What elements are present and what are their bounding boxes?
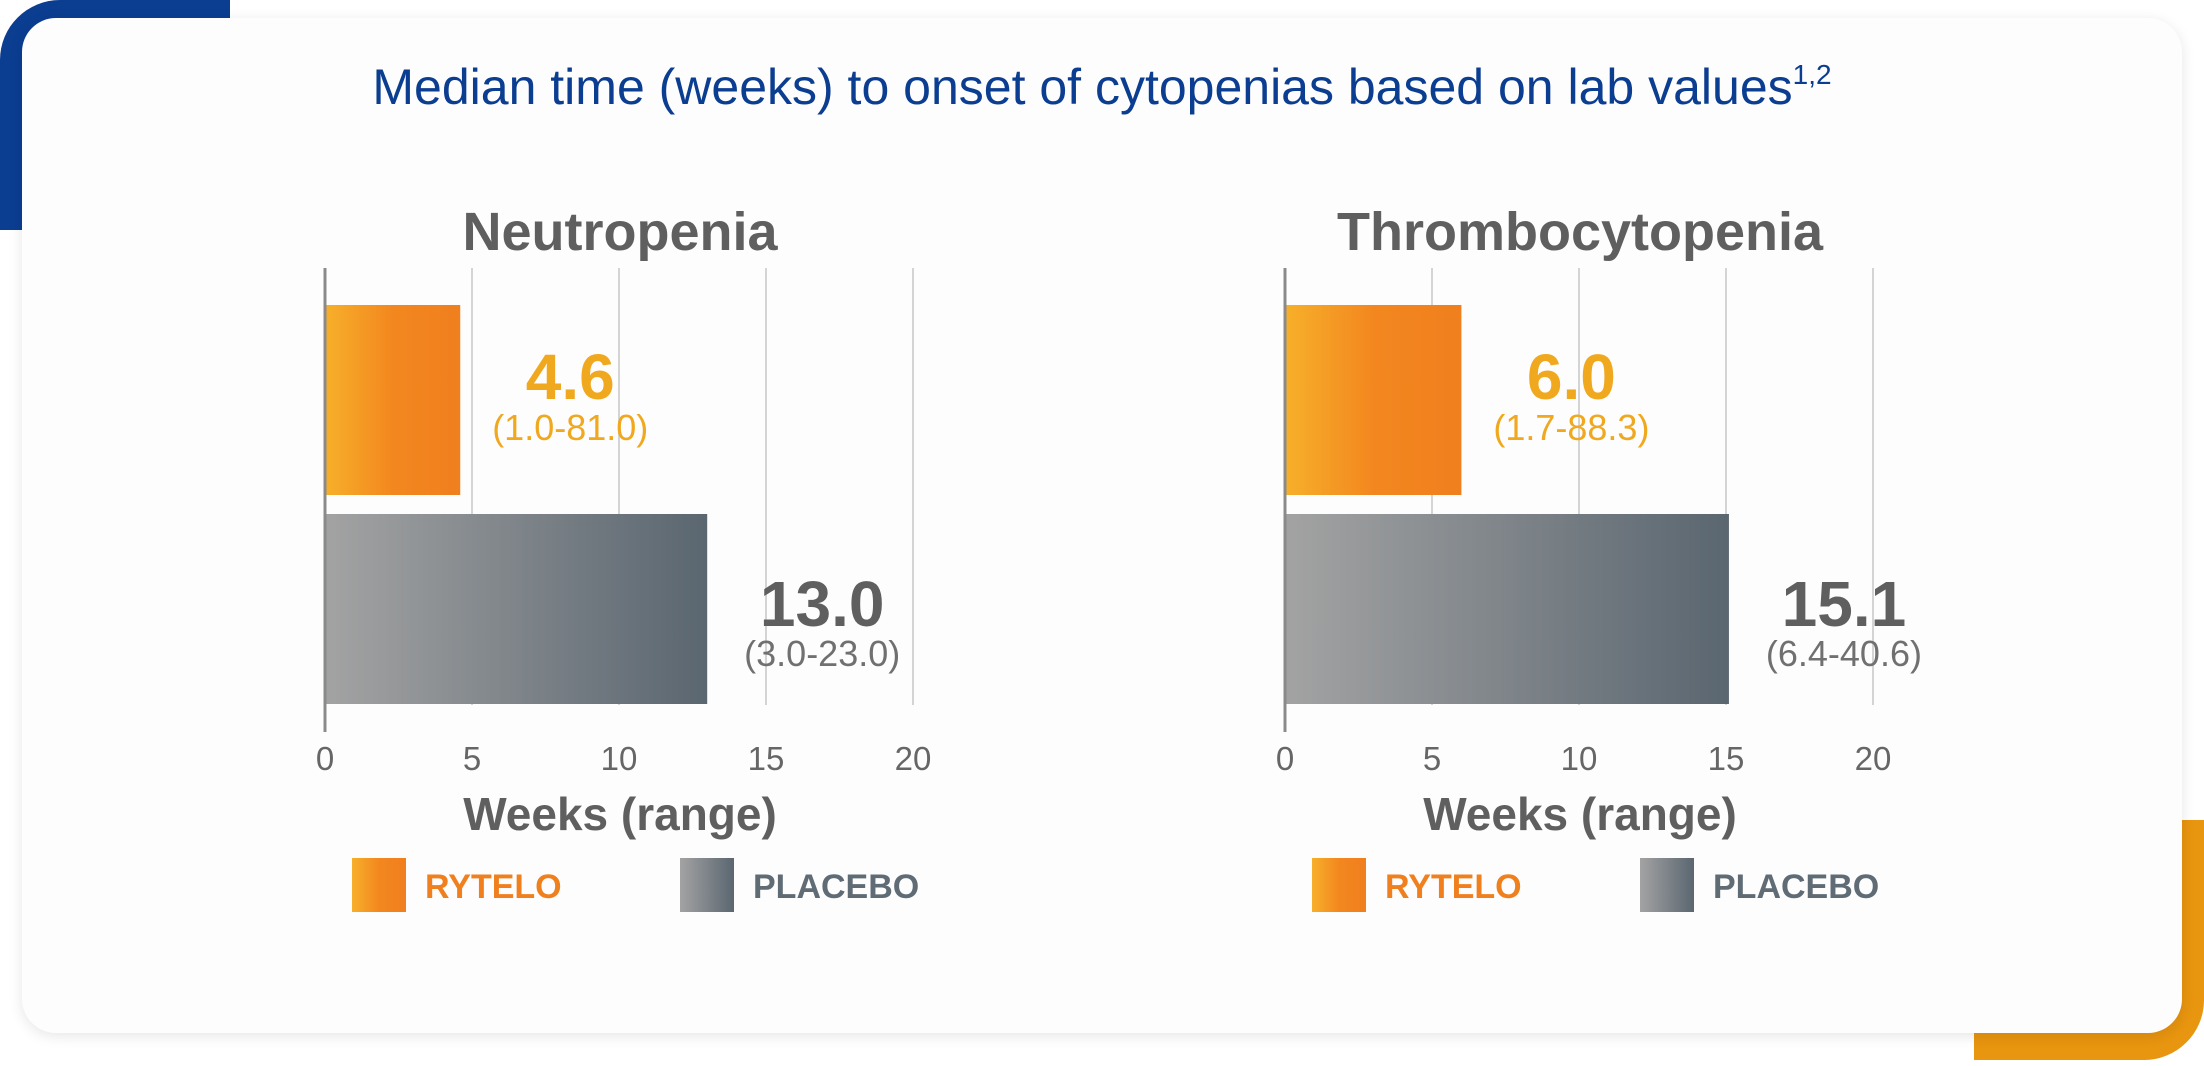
neutropenia-tick-label: 10 bbox=[601, 740, 638, 777]
thrombocytopenia-legend-label-rytelo: RYTELO bbox=[1385, 868, 1522, 906]
neutropenia-rytelo-bar bbox=[325, 305, 461, 495]
thrombocytopenia-rytelo-bar bbox=[1285, 305, 1462, 495]
neutropenia-legend-label-placebo: PLACEBO bbox=[753, 868, 919, 906]
neutropenia-panel-title: Neutropenia bbox=[462, 202, 778, 262]
thrombocytopenia-panel-title: Thrombocytopenia bbox=[1337, 202, 1824, 262]
neutropenia-placebo-bar bbox=[325, 514, 708, 704]
thrombocytopenia-legend-swatch-placebo bbox=[1640, 858, 1694, 912]
thrombocytopenia-placebo-range-label: (6.4-40.6) bbox=[1766, 633, 1922, 674]
title-superscript: 1,2 bbox=[1792, 59, 1832, 90]
neutropenia-tick-label: 0 bbox=[316, 740, 334, 777]
neutropenia-legend-swatch-placebo bbox=[680, 858, 734, 912]
thrombocytopenia-tick-label: 0 bbox=[1276, 740, 1294, 777]
neutropenia-legend-swatch-rytelo bbox=[352, 858, 406, 912]
neutropenia-tick-label: 15 bbox=[748, 740, 785, 777]
neutropenia-tick-label: 20 bbox=[895, 740, 932, 777]
thrombocytopenia-rytelo-range-label: (1.7-88.3) bbox=[1493, 407, 1649, 448]
neutropenia-placebo-range-label: (3.0-23.0) bbox=[744, 633, 900, 674]
thrombocytopenia-legend-swatch-rytelo bbox=[1312, 858, 1366, 912]
thrombocytopenia-tick-label: 20 bbox=[1855, 740, 1892, 777]
neutropenia-rytelo-range-label: (1.0-81.0) bbox=[492, 407, 648, 448]
page-title: Median time (weeks) to onset of cytopeni… bbox=[0, 58, 2204, 116]
thrombocytopenia-placebo-bar bbox=[1285, 514, 1729, 704]
thrombocytopenia-tick-label: 5 bbox=[1423, 740, 1441, 777]
thrombocytopenia-tick-label: 10 bbox=[1561, 740, 1598, 777]
neutropenia-tick-label: 5 bbox=[463, 740, 481, 777]
thrombocytopenia-rytelo-value-label: 6.0 bbox=[1527, 341, 1616, 413]
neutropenia-x-axis-label: Weeks (range) bbox=[463, 788, 777, 840]
thrombocytopenia-x-axis-label: Weeks (range) bbox=[1423, 788, 1737, 840]
neutropenia-placebo-value-label: 13.0 bbox=[760, 568, 885, 640]
thrombocytopenia-placebo-value-label: 15.1 bbox=[1782, 568, 1907, 640]
neutropenia-rytelo-value-label: 4.6 bbox=[526, 341, 615, 413]
thrombocytopenia-tick-label: 15 bbox=[1708, 740, 1745, 777]
neutropenia-legend-label-rytelo: RYTELO bbox=[425, 868, 562, 906]
title-text: Median time (weeks) to onset of cytopeni… bbox=[372, 59, 1793, 115]
thrombocytopenia-legend-label-placebo: PLACEBO bbox=[1713, 868, 1879, 906]
